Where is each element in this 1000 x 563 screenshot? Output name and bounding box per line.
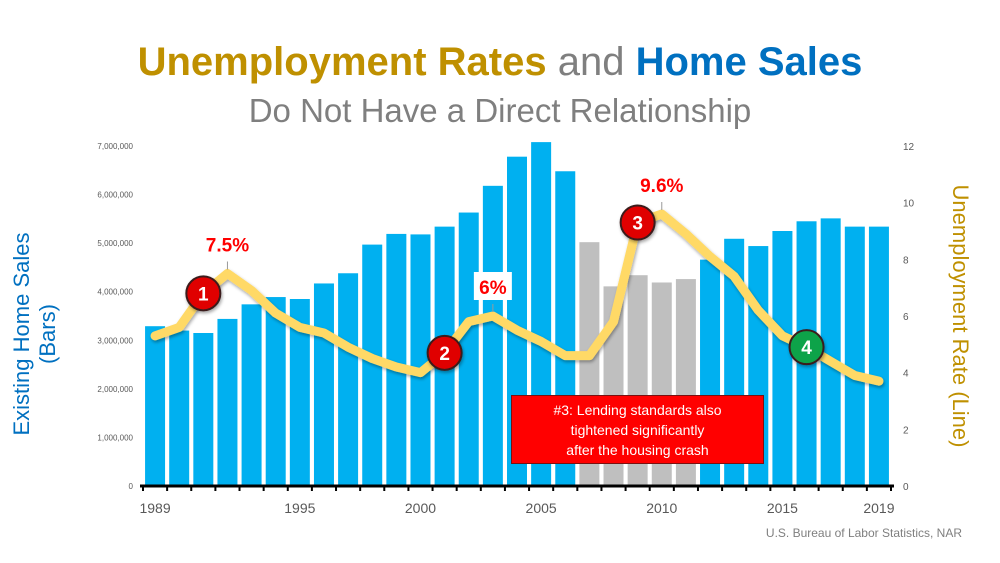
chart-title: Unemployment Rates and Home Sales bbox=[0, 40, 1000, 85]
right-tick-label: 8 bbox=[903, 255, 909, 266]
left-tick-label: 0 bbox=[129, 482, 134, 491]
line-point-1992 bbox=[226, 273, 228, 274]
right-tick-label: 6 bbox=[903, 312, 909, 323]
bar-2019 bbox=[868, 226, 889, 486]
bar-2000 bbox=[410, 234, 431, 486]
title-home-sales: Home Sales bbox=[635, 40, 863, 84]
line-point-2014 bbox=[757, 309, 759, 311]
marker-4-circle bbox=[788, 329, 825, 366]
bar-2002 bbox=[458, 212, 479, 487]
line-point-1997 bbox=[347, 346, 349, 348]
callout-box: #3: Lending standards also tightened sig… bbox=[511, 395, 764, 464]
marker-2-label: 2 bbox=[439, 344, 450, 365]
line-point-1995 bbox=[299, 326, 301, 328]
left-tick-label: 6,000,000 bbox=[97, 191, 133, 200]
marker-2-circle bbox=[426, 334, 463, 371]
x-tick-label: 2010 bbox=[646, 500, 677, 516]
chart-subtitle: Do Not Have a Direct Relationship bbox=[248, 92, 752, 129]
left-tick-label: 1,000,000 bbox=[97, 433, 133, 442]
annotation-label: 7.5% bbox=[206, 236, 249, 257]
line-point-2004 bbox=[516, 329, 518, 331]
x-tick-label: 1995 bbox=[284, 500, 315, 516]
callout-line: tightened significantly bbox=[570, 422, 705, 438]
line-point-2000 bbox=[419, 372, 421, 374]
x-tick-label: 2019 bbox=[863, 500, 894, 516]
line-point-1989 bbox=[154, 335, 156, 337]
marker-3-circle bbox=[619, 204, 656, 241]
left-tick-label: 2,000,000 bbox=[97, 385, 133, 394]
marker-4-label: 4 bbox=[801, 338, 812, 359]
line-point-2013 bbox=[733, 275, 735, 277]
annotation-label: 9.6% bbox=[640, 176, 683, 197]
marker-1-circle bbox=[185, 275, 222, 312]
bar-1992 bbox=[217, 318, 238, 486]
bar-1991 bbox=[193, 333, 214, 486]
bar-1994 bbox=[265, 297, 286, 486]
right-tick-label: 10 bbox=[903, 199, 915, 210]
left-tick-label: 4,000,000 bbox=[97, 288, 133, 297]
annotation-label: 6% bbox=[479, 278, 507, 299]
bar-1995 bbox=[289, 299, 310, 486]
bar-1999 bbox=[386, 233, 407, 486]
bar-1989 bbox=[145, 326, 166, 486]
left-tick-label: 7,000,000 bbox=[97, 142, 133, 151]
line-point-2017 bbox=[830, 360, 832, 362]
line-point-2008 bbox=[613, 321, 615, 323]
x-tick-label: 1989 bbox=[139, 500, 170, 516]
bar-2015 bbox=[772, 231, 793, 486]
callout-line: #3: Lending standards also bbox=[553, 402, 722, 418]
line-point-2012 bbox=[709, 256, 711, 257]
right-tick-label: 0 bbox=[903, 482, 909, 493]
title-and: and bbox=[557, 40, 625, 84]
line-point-2018 bbox=[854, 375, 856, 376]
line-point-2015 bbox=[781, 335, 783, 337]
x-tick-label: 2015 bbox=[767, 500, 798, 516]
bar-1996 bbox=[313, 283, 334, 486]
line-point-1993 bbox=[251, 290, 253, 291]
line-point-1994 bbox=[275, 312, 277, 314]
line-point-2011 bbox=[685, 233, 687, 235]
title-unemployment: Unemployment Rates bbox=[137, 40, 547, 84]
line-point-2002 bbox=[468, 321, 470, 323]
left-tick-label: 3,000,000 bbox=[97, 336, 133, 345]
annotation-bg bbox=[473, 272, 512, 300]
line-point-1998 bbox=[371, 358, 373, 359]
bar-1998 bbox=[362, 244, 383, 486]
x-tick-label: 2000 bbox=[405, 500, 436, 516]
marker-1-label: 1 bbox=[198, 284, 209, 305]
x-tick-label: 2005 bbox=[526, 500, 557, 516]
line-point-2003 bbox=[492, 315, 494, 317]
right-tick-label: 4 bbox=[903, 369, 909, 380]
source-note: U.S. Bureau of Labor Statistics, NAR bbox=[765, 526, 962, 540]
bar-2017 bbox=[820, 218, 841, 486]
line-point-2005 bbox=[540, 341, 542, 342]
right-tick-label: 2 bbox=[903, 425, 909, 436]
bar-2018 bbox=[844, 226, 865, 486]
line-point-1999 bbox=[395, 366, 397, 368]
bar-1990 bbox=[169, 330, 190, 486]
right-tick-label: 12 bbox=[903, 142, 915, 153]
callout-line: after the housing crash bbox=[566, 442, 709, 458]
left-tick-label: 5,000,000 bbox=[97, 239, 133, 248]
bar-2003 bbox=[482, 185, 503, 487]
marker-3-label: 3 bbox=[632, 214, 643, 235]
line-point-2007 bbox=[588, 355, 590, 357]
line-point-2006 bbox=[564, 355, 566, 357]
bar-1997 bbox=[338, 273, 359, 486]
line-point-1996 bbox=[323, 332, 325, 334]
line-point-2010 bbox=[661, 213, 663, 215]
bar-1993 bbox=[241, 304, 262, 486]
line-point-2019 bbox=[878, 380, 880, 382]
line-point-1990 bbox=[178, 326, 180, 328]
